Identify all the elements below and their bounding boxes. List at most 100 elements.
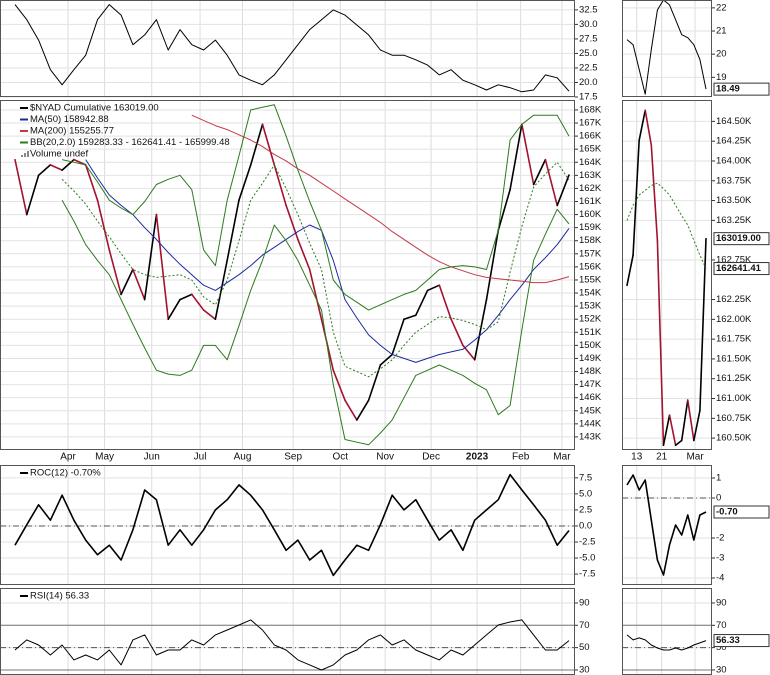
y-tick-label: 161.25K [716, 373, 752, 384]
price-segment [344, 399, 358, 421]
y-tick-label: 151K [579, 327, 602, 338]
y-tick-label: 163K [579, 170, 602, 181]
y-tick-label: -7.5 [579, 569, 595, 580]
price-segment [509, 123, 523, 191]
y-tick-label: 163.25K [716, 215, 752, 226]
y-tick-label: 20.0 [579, 77, 598, 88]
last-value-label: 162641.41 [716, 263, 762, 274]
y-tick-label: 2.5 [579, 504, 592, 515]
y-tick-label: 0 [716, 493, 721, 504]
series [191, 114, 570, 284]
y-tick-label: 165K [579, 144, 602, 155]
y-tick-label: 156K [579, 261, 602, 272]
y-tick-label: 163.75K [716, 175, 752, 186]
y-tick-label: 150K [579, 340, 602, 351]
y-tick-label: 160.75K [716, 413, 752, 424]
series-line [85, 159, 570, 363]
price-segment [84, 164, 99, 201]
y-tick-label: 22.5 [579, 62, 598, 73]
legend-label: MA(200) 155255.77 [30, 126, 114, 137]
price-segment [96, 199, 111, 251]
series [626, 634, 707, 651]
series [626, 109, 707, 447]
panel-frame [622, 465, 712, 585]
panel-frame [622, 588, 712, 675]
series-line [626, 182, 707, 269]
x-tick-label: May [95, 452, 114, 463]
series [14, 123, 570, 421]
y-tick-label: 164.25K [716, 136, 752, 147]
y-tick-label: 164.50K [716, 116, 752, 127]
x-tick-label: Feb [512, 452, 530, 463]
price-segment [308, 268, 323, 321]
price-segment [14, 158, 28, 216]
price-segment [108, 249, 122, 296]
price-segment [662, 414, 671, 447]
y-tick-label: 17.5 [579, 92, 598, 103]
price-segment [414, 289, 429, 317]
legend-label: RSI(14) 56.33 [30, 591, 89, 602]
x-tick-label: Aug [234, 452, 252, 463]
price-segment [686, 399, 695, 442]
y-tick-label: 164K [579, 157, 602, 168]
x-tick-label: 13 [631, 452, 643, 463]
x-tick-label: Mar [686, 452, 704, 463]
price-segment [556, 174, 570, 207]
last-value-label: 18.49 [716, 84, 740, 95]
y-tick-label: -3 [716, 553, 724, 564]
last-value-box [713, 262, 770, 276]
price-segment [49, 164, 63, 171]
price-segment [143, 213, 158, 301]
series [14, 619, 570, 671]
y-tick-label: 50 [716, 642, 727, 653]
y-tick-label: 166K [579, 131, 602, 142]
y-tick-label: -2.5 [579, 537, 595, 548]
series-line [61, 199, 570, 446]
series-line [14, 619, 570, 671]
price-segment [632, 139, 640, 257]
price-segment [485, 229, 500, 301]
legend-label: $NYAD Cumulative 163019.00 [30, 103, 159, 114]
x-tick-label: Nov [376, 452, 394, 463]
price-segment [403, 314, 417, 321]
y-tick-label: 30.0 [579, 19, 598, 30]
legend-label: Volume undef [30, 149, 88, 160]
y-tick-label: 50 [579, 642, 590, 653]
price-segment [273, 164, 287, 207]
y-tick-label: 0.0 [579, 520, 592, 531]
series-line [61, 104, 570, 311]
y-tick-label: 5.0 [579, 488, 592, 499]
x-tick-label: Jul [194, 452, 207, 463]
price-segment [238, 164, 252, 201]
series-line [626, 474, 707, 576]
y-tick-label: 21 [716, 26, 727, 37]
y-tick-label: 153K [579, 301, 602, 312]
x-tick-label: 2023 [466, 452, 489, 463]
x-tick-label: 21 [656, 452, 668, 463]
price-segment [626, 254, 634, 287]
price-segment [438, 284, 452, 321]
price-segment [297, 238, 311, 271]
legend-icon [27, 151, 29, 157]
series-line [61, 161, 570, 378]
series [14, 473, 570, 577]
last-value-label: 163019.00 [716, 233, 761, 244]
last-value-box [713, 232, 770, 246]
legend-icon [21, 155, 23, 157]
series [61, 199, 570, 446]
y-tick-label: 161.75K [716, 334, 752, 345]
y-tick-label: 162.25K [716, 294, 752, 305]
legend-label: ROC(12) -0.70% [30, 468, 101, 479]
y-tick-label: 25.0 [579, 48, 598, 59]
last-value-label: 56.33 [716, 635, 740, 646]
price-segment [120, 268, 134, 296]
y-tick-label: 146K [579, 392, 602, 403]
panel-frame [0, 100, 575, 450]
y-tick-label: 143K [579, 431, 602, 442]
series-line [626, 0, 707, 95]
y-tick-label: 162K [579, 183, 602, 194]
panel-frame [622, 100, 712, 450]
y-tick-label: 160K [579, 209, 602, 220]
price-segment [668, 414, 677, 447]
